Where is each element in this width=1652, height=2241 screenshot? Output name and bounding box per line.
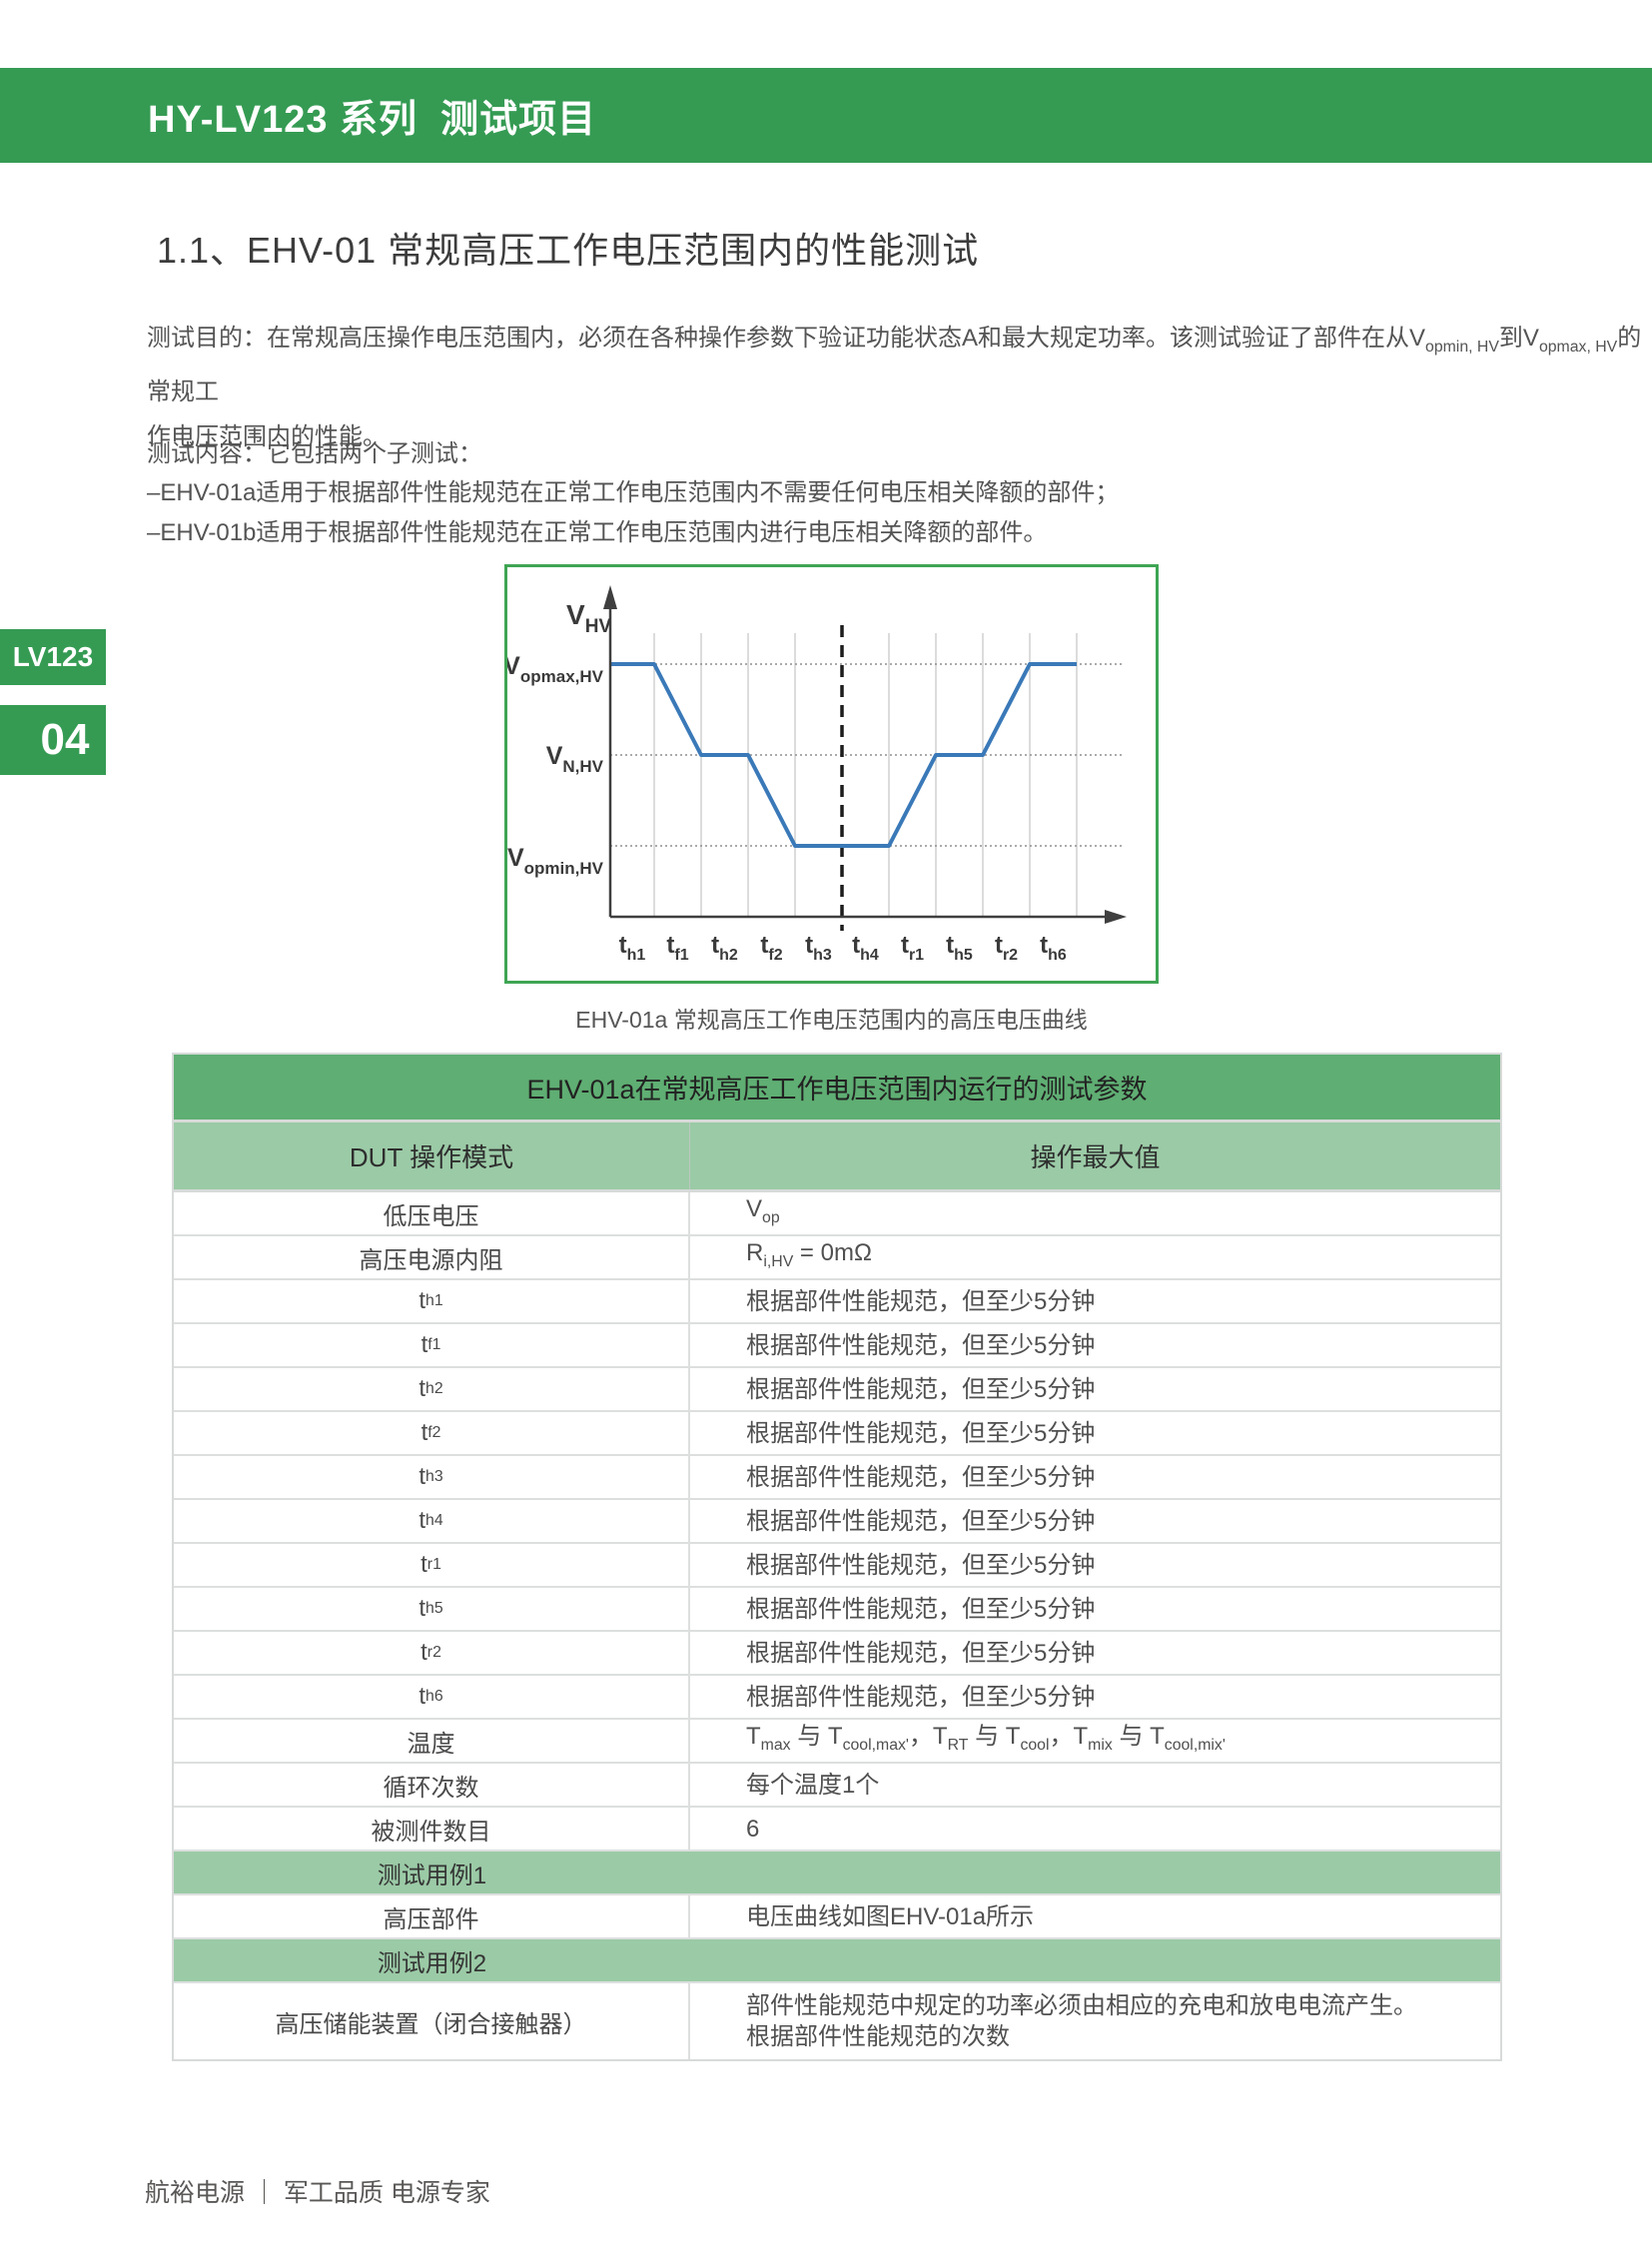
row-value: 根据部件性能规范，但至少5分钟 [746, 1595, 1096, 1623]
table-row: t h4 根据部件性能规范，但至少5分钟 [174, 1500, 1500, 1544]
x-tick-h1: th1 [619, 932, 646, 964]
table-row: 循环次数 每个温度1个 [174, 1764, 1500, 1808]
row-label: t r1 [174, 1544, 690, 1586]
column-header-max: 操作最大值 [1030, 1142, 1161, 1172]
table-row: t f1 根据部件性能规范，但至少5分钟 [174, 1324, 1500, 1368]
row-label: 低压电压 [174, 1192, 690, 1234]
content-intro-paragraph: 测试内容：它包括两个子测试： [147, 440, 482, 467]
voltage-curve-figure: VHV Vopmax,HV VN,HV Vopmin,HV th1 tf1 th2 tf2 th… [504, 564, 1159, 984]
table-row: 高压部件 电压曲线如图EHV-01a所示 [174, 1895, 1500, 1939]
row-label: t f1 [174, 1324, 690, 1366]
row-value: Tmax 与 Tcool,max'，TRT 与 Tcool，Tmix 与 Tco… [746, 1723, 1226, 1754]
table-row: 高压电源内阻 Ri,HV = 0mΩ [174, 1236, 1500, 1280]
chart-caption: EHV-01a 常规高压工作电压范围内的高压电压曲线 [575, 1007, 1088, 1033]
level-label-opmax: Vopmax,HV [507, 652, 604, 686]
row-label: t h4 [174, 1500, 690, 1542]
purpose-paragraph: 测试目的：在常规高压操作电压范围内，必须在各种操作参数下验证功能状态A和最大规定… [147, 325, 1642, 450]
row-value: 每个温度1个 [746, 1771, 880, 1799]
table-row: t f2 根据部件性能规范，但至少5分钟 [174, 1412, 1500, 1456]
table-header-row: DUT 操作模式 操作最大值 [174, 1122, 1500, 1192]
row-label: t h3 [174, 1456, 690, 1498]
level-label-opmin: Vopmin,HV [507, 844, 604, 878]
table-row: 低压电压 Vop [174, 1192, 1500, 1236]
row-value: 根据部件性能规范，但至少5分钟 [746, 1419, 1096, 1447]
row-value: 电压曲线如图EHV-01a所示 [746, 1902, 1035, 1930]
table-title: EHV-01a在常规高压工作电压范围内运行的测试参数 [174, 1055, 1500, 1122]
x-tick-h4: th4 [852, 932, 879, 964]
subheader-label: 测试用例1 [377, 1862, 487, 1889]
table-row: t h3 根据部件性能规范，但至少5分钟 [174, 1456, 1500, 1500]
x-tick-h2: th2 [711, 932, 738, 964]
x-tick-f1: tf1 [666, 932, 688, 964]
table-row: 被测件数目 6 [174, 1808, 1500, 1852]
x-tick-h5: th5 [946, 932, 973, 964]
sidebar-page-number: 04 [0, 705, 106, 775]
subheader-label: 测试用例2 [377, 1949, 487, 1977]
table-subheader-row: 测试用例1 [174, 1852, 1500, 1895]
row-label: t r2 [174, 1632, 690, 1674]
row-label: 高压储能装置（闭合接触器） [174, 1983, 690, 2059]
row-value: 根据部件性能规范，但至少5分钟 [746, 1463, 1096, 1491]
section-title: 1.1、EHV-01 常规高压工作电压范围内的性能测试 [157, 230, 980, 271]
row-value: 根据部件性能规范，但至少5分钟 [746, 1551, 1096, 1579]
x-tick-f2: tf2 [760, 932, 782, 964]
content-item-b: –EHV-01b适用于根据部件性能规范在正常工作电压范围内进行电压相关降额的部件… [147, 519, 1048, 546]
row-value: 根据部件性能规范，但至少5分钟 [746, 1287, 1096, 1315]
table-row: t h2 根据部件性能规范，但至少5分钟 [174, 1368, 1500, 1412]
chart-axes [603, 585, 1127, 924]
row-value: 根据部件性能规范，但至少5分钟 [746, 1507, 1096, 1535]
content-item-a: –EHV-01a适用于根据部件性能规范在正常工作电压范围内不需要任何电压相关降额… [147, 479, 1120, 506]
table-row: t h5 根据部件性能规范，但至少5分钟 [174, 1588, 1500, 1632]
x-tick-r2: tr2 [995, 932, 1018, 964]
banner-title: HY-LV123 系列 测试项目 [148, 99, 597, 141]
voltage-curve [610, 662, 1077, 848]
row-label: 温度 [174, 1720, 690, 1762]
row-label: 被测件数目 [174, 1808, 690, 1850]
row-label: t h1 [174, 1280, 690, 1322]
test-parameters-table: EHV-01a在常规高压工作电压范围内运行的测试参数 DUT 操作模式 操作最大值低… [172, 1053, 1502, 2061]
row-value: 根据部件性能规范，但至少5分钟 [746, 1683, 1096, 1711]
row-label: 高压部件 [174, 1895, 690, 1937]
row-value: Ri,HV = 0mΩ [746, 1239, 872, 1270]
sidebar-page-number-label: 04 [40, 715, 90, 764]
row-value: 6 [746, 1815, 760, 1843]
row-value: Vop [746, 1195, 780, 1226]
sidebar-tab-series: LV123 [0, 629, 106, 685]
column-header-dut: DUT 操作模式 [174, 1122, 690, 1189]
table-row: t h6 根据部件性能规范，但至少5分钟 [174, 1676, 1500, 1720]
page-footer: 航裕电源 ｜ 军工品质 电源专家 [145, 2179, 490, 2207]
row-label: t h2 [174, 1368, 690, 1410]
table-row: t r1 根据部件性能规范，但至少5分钟 [174, 1544, 1500, 1588]
row-label: 高压电源内阻 [174, 1236, 690, 1278]
row-label: t h6 [174, 1676, 690, 1718]
row-label: t h5 [174, 1588, 690, 1630]
x-tick-r1: tr1 [901, 932, 924, 964]
table-subheader-row: 测试用例2 [174, 1939, 1500, 1983]
page-banner: HY-LV123 系列 测试项目 [0, 68, 1652, 163]
sidebar-series-label: LV123 [12, 641, 94, 672]
x-tick-h6: th6 [1040, 932, 1067, 964]
x-tick-h3: th3 [805, 932, 832, 964]
row-value: 根据部件性能规范，但至少5分钟 [746, 1639, 1096, 1667]
table-row: 高压储能装置（闭合接触器） 部件性能规范中规定的功率必须由相应的充电和放电电流产生… [174, 1983, 1500, 2059]
table-row: t r2 根据部件性能规范，但至少5分钟 [174, 1632, 1500, 1676]
row-label: t f2 [174, 1412, 690, 1454]
chart-gridlines [610, 633, 1122, 917]
level-label-N: VN,HV [546, 742, 604, 776]
row-value: 根据部件性能规范，但至少5分钟 [746, 1331, 1096, 1359]
row-value: 部件性能规范中规定的功率必须由相应的充电和放电电流产生。 根据部件性能规范的次数 [746, 1992, 1417, 2050]
table-row: 温度 Tmax 与 Tcool,max'，TRT 与 Tcool，Tmix 与 T… [174, 1720, 1500, 1764]
row-value: 根据部件性能规范，但至少5分钟 [746, 1375, 1096, 1403]
row-label: 循环次数 [174, 1764, 690, 1806]
table-row: t h1 根据部件性能规范，但至少5分钟 [174, 1280, 1500, 1324]
